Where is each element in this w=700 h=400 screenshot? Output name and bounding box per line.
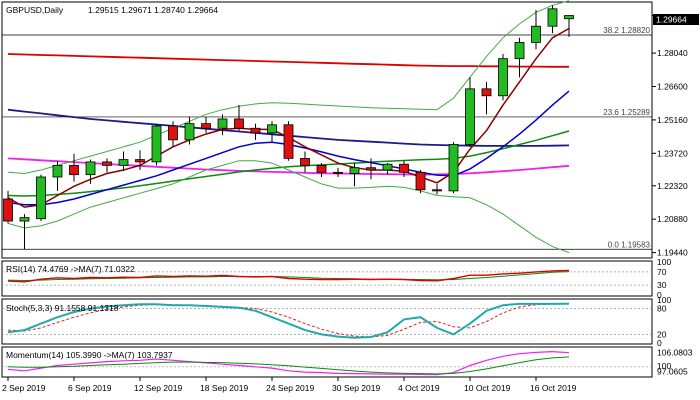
candle-body (415, 171, 426, 191)
stoch-tick-label: 20 (657, 329, 667, 339)
stoch-main-line (7, 302, 570, 339)
fib-levels: 38.2 1.28820 23.6 1.25289 0.0 1.19583 (2, 26, 652, 250)
candle-body (432, 189, 442, 192)
rsi-tick-label: 70 (657, 267, 667, 277)
candle-body (151, 125, 162, 163)
stoch-tick-label: 100 (657, 295, 671, 305)
momentum-tick-label: 97.0605 (657, 367, 688, 377)
candle-body (366, 167, 376, 171)
fib-label: 0.0 1.19583 (608, 240, 651, 249)
candle-body (333, 171, 343, 174)
candle-body (118, 159, 129, 166)
momentum-line (7, 350, 570, 376)
y-axis: 1.28040 1.26600 1.25160 1.23720 1.22320 1.208… (652, 15, 688, 258)
candle-body (184, 123, 195, 141)
y-tick-label: 1.19440 (657, 248, 688, 258)
x-tick-label: 2 Sep 2019 (2, 383, 46, 393)
rsi-tick-label: 30 (657, 280, 667, 290)
candle-body (514, 42, 525, 60)
candle-body (3, 198, 13, 222)
candle-body (547, 8, 558, 27)
x-tick-label: 24 Sep 2019 (266, 383, 314, 393)
momentum-panel-frame (1, 346, 653, 378)
candle-body (448, 144, 459, 192)
candles (3, 5, 574, 250)
candle-body (531, 25, 541, 43)
candle-body (382, 163, 393, 171)
candle-body (283, 124, 294, 159)
main-panel-frame (1, 1, 653, 259)
candle-body (316, 164, 327, 173)
candle-body (19, 217, 30, 222)
x-tick-label: 4 Oct 2019 (398, 383, 440, 393)
x-axis: 2 Sep 2019 6 Sep 2019 12 Sep 2019 18 Sep 20… (2, 377, 577, 393)
stoch-tick-label: 80 (657, 304, 667, 314)
candle-body (250, 127, 261, 134)
candle-body (168, 125, 178, 141)
fib-label: 23.6 1.25289 (603, 108, 650, 117)
price-tag: 1.29664 (656, 15, 687, 25)
candle-body (234, 118, 244, 129)
x-tick-label: 12 Sep 2019 (134, 383, 182, 393)
line-ma_green (7, 130, 570, 197)
candle-body (217, 118, 228, 129)
chart-title: GBPUSD,Daily (6, 5, 64, 15)
y-tick-label: 1.28040 (657, 48, 688, 58)
candle-body (267, 124, 277, 134)
y-tick-label: 1.22320 (657, 181, 688, 191)
candle-body (135, 159, 145, 163)
candle-body (69, 164, 79, 176)
rsi-tick-label: 100 (657, 257, 671, 267)
candle-body (481, 88, 492, 97)
fib-label: 38.2 1.28820 (603, 26, 650, 35)
line-band_upper (7, 0, 570, 175)
line-ma_magenta (7, 157, 570, 176)
rsi-label: RSI(14) 74.4769 ->MA(7) 71.0322 (6, 264, 135, 274)
stoch-label: Stoch(5,3,3) 91.1558 91.1318 (6, 303, 119, 313)
candle-body (564, 15, 574, 20)
line-ma_red (7, 53, 569, 68)
x-tick-label: 16 Oct 2019 (530, 383, 577, 393)
candle-body (102, 161, 112, 166)
chart-ohlc: 1.29515 1.29671 1.28740 1.29664 (88, 5, 218, 15)
candle-body (349, 167, 360, 174)
momentum-ma-line (7, 356, 570, 375)
x-tick-label: 18 Sep 2019 (200, 383, 248, 393)
candle-body (85, 161, 96, 176)
rsi-line (7, 269, 570, 283)
x-tick-label: 6 Sep 2019 (68, 383, 112, 393)
stoch-tick-label: 0 (657, 338, 662, 348)
line-ma_darkred (7, 27, 570, 208)
candle-body (201, 123, 211, 129)
line-band_lower (7, 160, 570, 254)
stoch-signal-line (7, 303, 570, 338)
y-tick-label: 1.25160 (657, 115, 688, 125)
candle-body (36, 176, 46, 220)
y-tick-label: 1.20880 (657, 214, 688, 224)
rsi-tick-label: 0 (657, 290, 662, 300)
momentum-tick-label: 106.0803 (657, 348, 693, 358)
x-tick-label: 30 Sep 2019 (332, 383, 380, 393)
candle-body (300, 158, 310, 166)
y-tick-label: 1.26600 (657, 82, 688, 92)
price-tag-bg (653, 14, 699, 25)
momentum-label: Momentum(14) 105.3990 ->MA(7) 103.7937 (6, 350, 173, 360)
candle-body (498, 58, 508, 97)
candle-body (52, 164, 63, 178)
rsi-ma-line (7, 271, 570, 282)
candle-body (465, 88, 475, 145)
candle-body (399, 163, 409, 173)
rsi-panel-frame (1, 260, 653, 297)
stoch-panel-frame (1, 298, 653, 345)
y-tick-label: 1.23720 (657, 148, 688, 158)
x-tick-label: 10 Oct 2019 (464, 383, 511, 393)
momentum-tick-label: 100 (657, 361, 671, 371)
